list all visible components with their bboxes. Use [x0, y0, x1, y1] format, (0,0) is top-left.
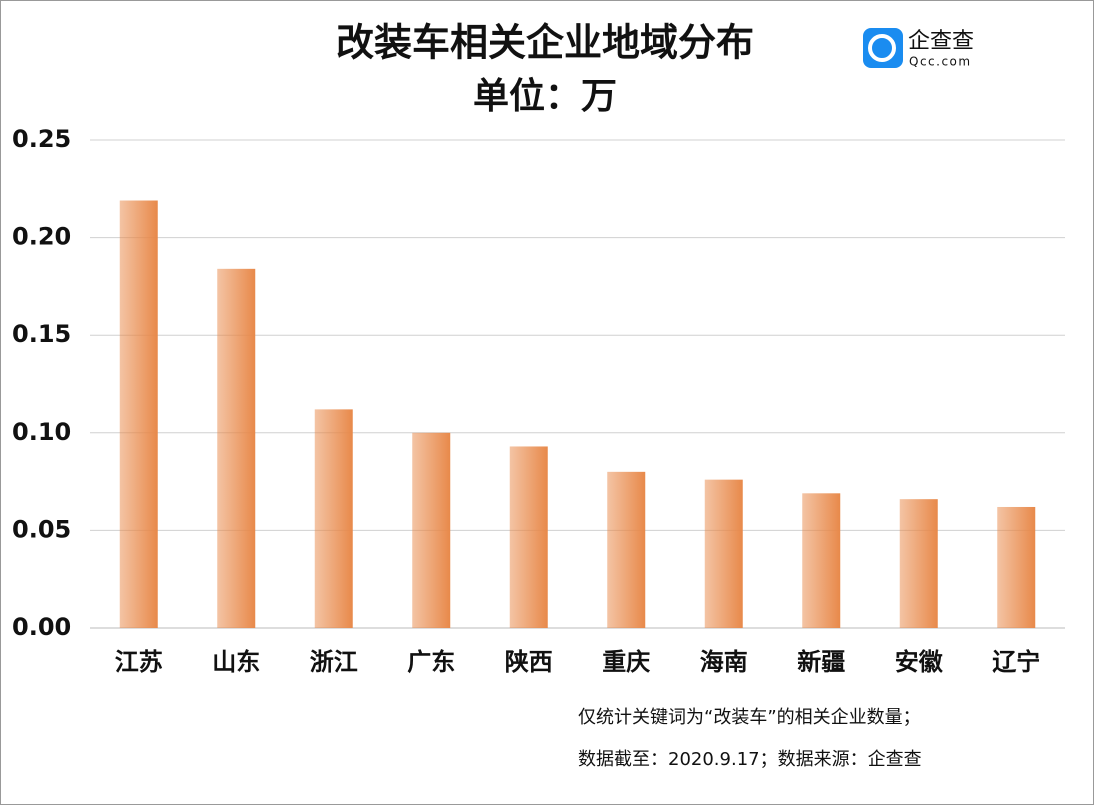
logo-site: Qcc.com [909, 55, 972, 69]
x-tick-label: 安徽 [895, 648, 944, 676]
logo-name: 企查查 [908, 29, 974, 54]
note: 仅统计关键词为“改装车”的相关企业数量； [578, 707, 921, 728]
y-tick-label: 0.05 [12, 515, 71, 543]
bar [509, 446, 548, 628]
y-tick-label: 0.15 [12, 320, 71, 348]
bar [802, 493, 841, 628]
bar [704, 479, 743, 628]
note: 数据截至：2020.9.17；数据来源：企查查 [578, 749, 922, 770]
x-tick-label: 重庆 [602, 648, 650, 676]
bar [119, 200, 158, 628]
y-tick-label: 0.20 [12, 223, 71, 251]
x-tick-label: 山东 [212, 648, 260, 676]
y-tick-label: 0.25 [12, 125, 71, 153]
chart-title: 改装车相关企业地域分布 [336, 21, 754, 65]
bar [997, 506, 1036, 628]
x-tick-label: 广东 [407, 648, 455, 676]
y-tick-label: 0.10 [12, 418, 71, 446]
bar [607, 471, 646, 628]
bar [217, 268, 256, 628]
logo-icon-ring [868, 34, 896, 62]
x-tick-label: 新疆 [797, 648, 845, 676]
x-tick-label: 海南 [700, 648, 748, 676]
x-tick-label: 辽宁 [992, 648, 1040, 676]
x-tick-label: 陕西 [505, 648, 553, 676]
bar [314, 409, 353, 628]
bar [899, 499, 938, 628]
x-tick-label: 浙江 [310, 648, 358, 676]
bar [412, 432, 451, 628]
logo: 企查查 Qcc.com [863, 28, 974, 69]
chart-subtitle: 单位：万 [473, 76, 617, 117]
x-tick-label: 江苏 [115, 648, 163, 676]
y-tick-label: 0.00 [12, 613, 71, 641]
